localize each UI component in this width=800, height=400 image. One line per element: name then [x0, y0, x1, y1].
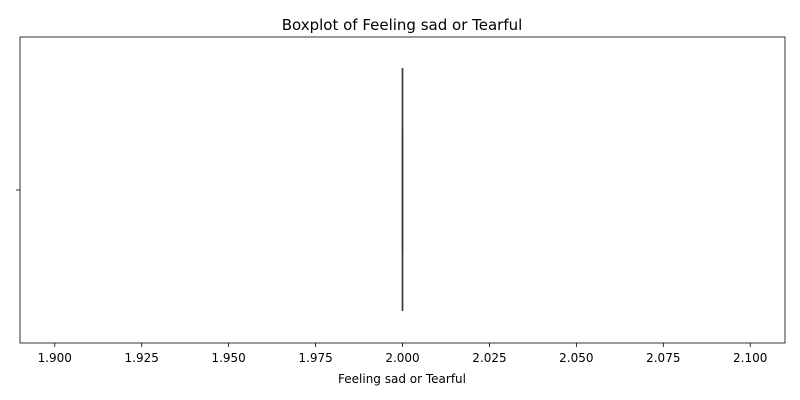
x-tick-label: 2.100 [733, 351, 767, 365]
x-tick-label: 1.925 [125, 351, 159, 365]
x-tick-label: 2.000 [385, 351, 419, 365]
x-tick-label: 1.900 [38, 351, 72, 365]
chart-title: Boxplot of Feeling sad or Tearful [282, 16, 523, 34]
x-axis-ticks: 1.900 1.925 1.950 1.975 2.000 2.025 2.050 2.075… [38, 343, 767, 365]
x-tick-label: 2.050 [559, 351, 593, 365]
x-axis-label: Feeling sad or Tearful [338, 372, 466, 386]
x-tick-label: 1.975 [298, 351, 332, 365]
x-tick-label: 2.025 [472, 351, 506, 365]
x-tick-label: 1.950 [211, 351, 245, 365]
x-tick-label: 2.075 [646, 351, 680, 365]
